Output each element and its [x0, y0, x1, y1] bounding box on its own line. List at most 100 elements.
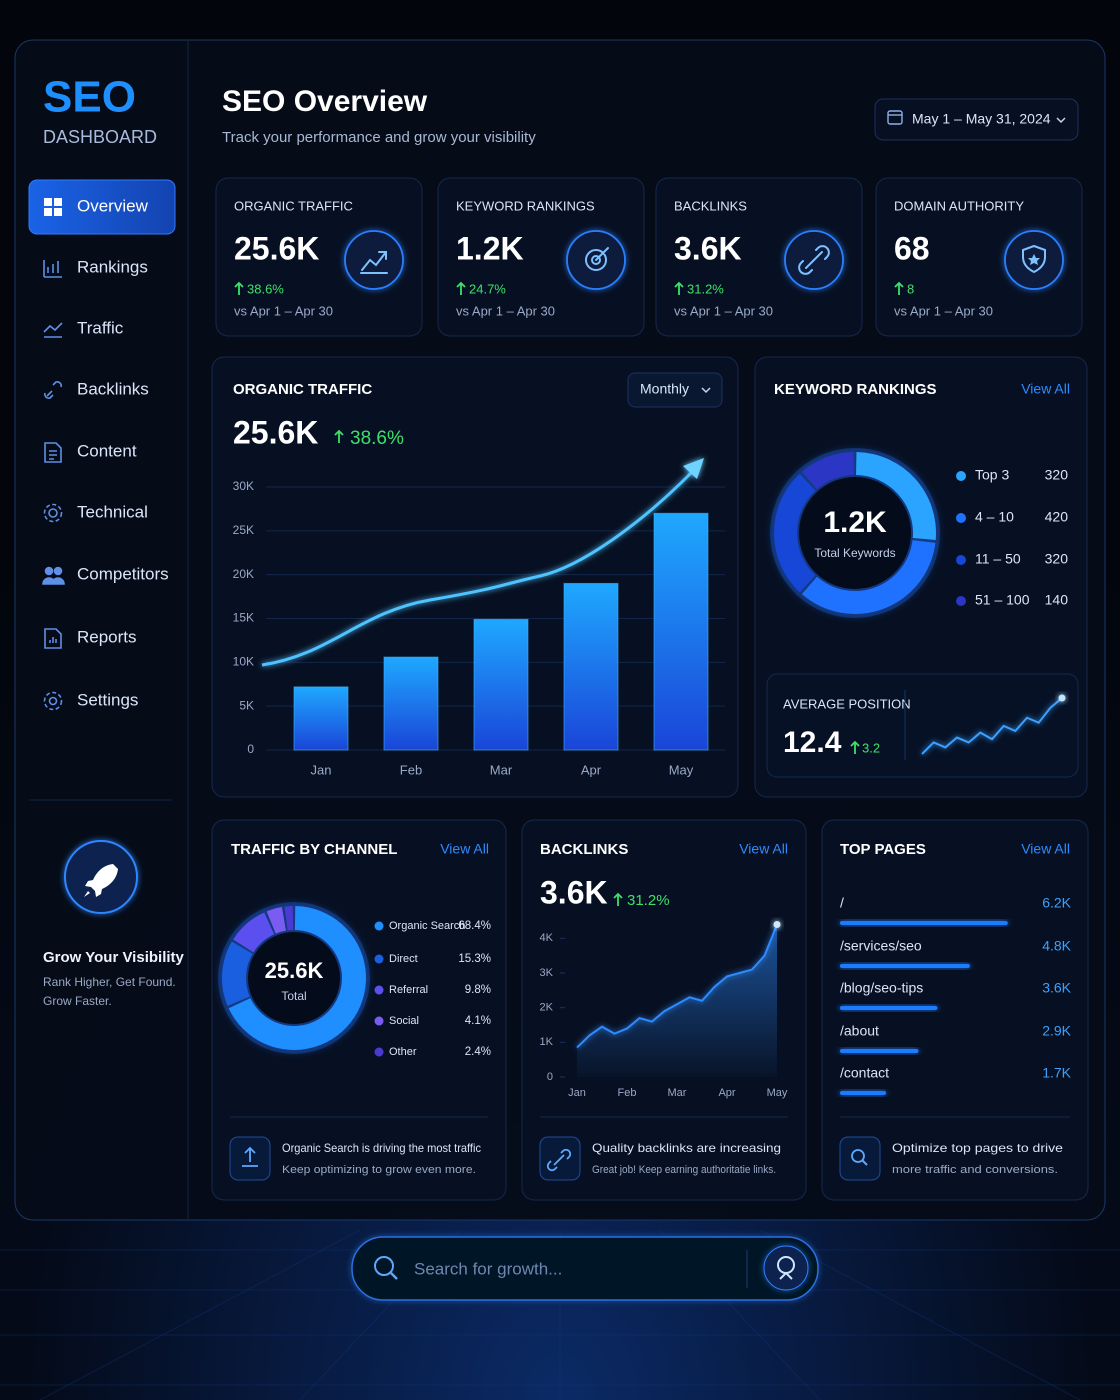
view-all-link[interactable]: View All: [739, 841, 788, 857]
view-all-link[interactable]: View All: [440, 841, 489, 857]
kpi-period: vs Apr 1 – Apr 30: [674, 303, 773, 318]
up-arrow: [234, 281, 244, 295]
kpi-value: 25.6K: [234, 230, 319, 266]
kpi-card: [437, 177, 645, 337]
donut-segment: [233, 912, 275, 953]
donut-segment: [856, 452, 936, 541]
kpi-label: KEYWORD RANKINGS: [456, 198, 595, 213]
donut-hole: [799, 477, 911, 589]
metric-value: 12.4: [783, 726, 842, 759]
nav-icon: [44, 628, 62, 649]
x-tick-label: Jan: [311, 762, 332, 777]
legend-dot: [374, 985, 384, 995]
donut-segment: [222, 941, 253, 1006]
up-arrow: [334, 429, 344, 443]
search-button-icon: [779, 1271, 793, 1280]
card-title: TRAFFIC BY CHANNEL: [231, 841, 397, 858]
icon-part: [43, 260, 62, 278]
kpi-label: ORGANIC TRAFFIC: [234, 198, 353, 213]
promo-text: Rank Higher, Get Found.: [43, 975, 176, 989]
sparkline-end: [1058, 694, 1066, 702]
nav-item[interactable]: Backlinks: [77, 379, 149, 398]
view-all-link[interactable]: View All: [1021, 841, 1070, 857]
legend-value: 320: [1045, 467, 1069, 483]
legend-value: 140: [1045, 592, 1069, 608]
legend-value: 68.4%: [458, 920, 491, 932]
sub-card: [766, 673, 1079, 778]
footer-title: Quality backlinks are increasing: [592, 1141, 781, 1155]
nav-item[interactable]: Settings: [77, 690, 138, 709]
y-tick-label: 10K: [233, 655, 254, 669]
donut-segment: [266, 907, 286, 934]
up-arrow: [894, 281, 904, 295]
bar: [653, 512, 709, 751]
bar: [293, 686, 349, 751]
page-value: 2.9K: [1042, 1023, 1071, 1039]
kpi-value: 1.2K: [456, 230, 524, 266]
x-tick-label: Apr: [581, 762, 602, 777]
kpi-period: vs Apr 1 – Apr 30: [234, 303, 333, 318]
nav-item[interactable]: Rankings: [77, 257, 148, 276]
search-bar[interactable]: [351, 1236, 819, 1301]
y-tick-label: 20K: [233, 567, 254, 581]
footer-title: Organic Search is driving the most traff…: [282, 1141, 481, 1155]
bar: [563, 582, 619, 751]
nav-item[interactable]: Overview: [77, 196, 149, 215]
search-button[interactable]: [763, 1245, 809, 1291]
date-picker[interactable]: [874, 98, 1079, 141]
bar: [840, 964, 970, 968]
search-icon: [374, 1256, 394, 1276]
nav-item[interactable]: Reports: [77, 627, 137, 646]
page-path: /services/seo: [840, 938, 922, 954]
chevron-icon: [701, 387, 711, 394]
page-subtitle: Track your performance and grow your vis…: [222, 129, 536, 146]
x-tick-label: Feb: [400, 762, 422, 777]
icon-part: [43, 691, 63, 711]
nav-item[interactable]: Technical: [77, 502, 148, 521]
donut-segment: [801, 540, 936, 614]
icon-part: [53, 566, 63, 576]
card-title: KEYWORD RANKINGS: [774, 381, 937, 398]
legend-dot: [956, 471, 966, 481]
card: [521, 819, 807, 1201]
kpi-period: vs Apr 1 – Apr 30: [894, 303, 993, 318]
icon-part: [43, 503, 63, 523]
promo-title: Grow Your Visibility: [43, 949, 185, 966]
kpi-label: BACKLINKS: [674, 198, 747, 213]
metric-label: AVERAGE POSITION: [783, 696, 911, 711]
nav-icon: [44, 381, 62, 399]
kpi-label: DOMAIN AUTHORITY: [894, 198, 1024, 213]
page-value: 4.8K: [1042, 938, 1071, 954]
nav-item[interactable]: Traffic: [77, 318, 124, 337]
legend-label: Direct: [389, 953, 418, 965]
footer-icon: [242, 1146, 258, 1167]
y-tick-label: 1K: [540, 1036, 554, 1048]
icon-part: [48, 508, 58, 518]
x-tick-label: May: [767, 1087, 788, 1099]
page-path: /contact: [840, 1065, 889, 1081]
chart-value: 25.6K: [233, 414, 318, 450]
page-value: 6.2K: [1042, 895, 1071, 911]
legend-label: Top 3: [975, 467, 1009, 483]
area-fill: [577, 924, 777, 1077]
up-arrow: [850, 740, 860, 754]
kpi-icon: [1028, 254, 1040, 265]
metric-change: 3.2: [862, 740, 880, 755]
view-all-link[interactable]: View All: [1021, 381, 1070, 397]
x-tick-label: Mar: [490, 762, 513, 777]
kpi-period: vs Apr 1 – Apr 30: [456, 303, 555, 318]
icon-part: [54, 208, 62, 216]
donut-hole: [248, 932, 340, 1024]
bar: [473, 618, 529, 751]
icon-part: [48, 696, 58, 706]
nav-item[interactable]: Competitors: [77, 564, 169, 583]
period-select[interactable]: [627, 372, 723, 408]
nav-item[interactable]: Content: [77, 441, 137, 460]
kpi-value: 68: [894, 230, 930, 266]
kpi-icon: [360, 251, 388, 274]
kpi-value: 3.6K: [674, 230, 742, 266]
icon-part: [43, 322, 63, 338]
nav-icon: [44, 442, 62, 463]
chart-value: 3.6K: [540, 874, 608, 910]
